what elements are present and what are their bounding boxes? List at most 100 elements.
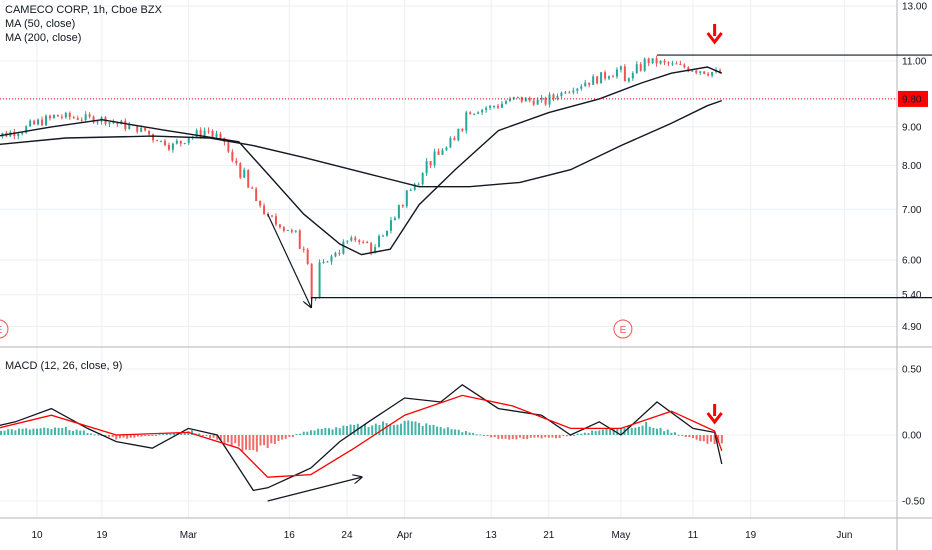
candle-body <box>60 116 63 118</box>
macd-histogram-bar <box>479 434 482 436</box>
macd-histogram-bar <box>468 432 471 435</box>
macd-histogram-bar <box>79 430 82 435</box>
candle-body <box>655 58 658 64</box>
candle-body <box>346 240 349 242</box>
macd-histogram-bar <box>295 433 298 435</box>
candle-body <box>552 94 555 99</box>
macd-histogram-bar <box>190 430 193 435</box>
macd-histogram-bar <box>587 432 590 435</box>
macd-histogram-bar <box>562 435 565 437</box>
macd-histogram-bar <box>641 425 644 435</box>
candle-body <box>421 173 424 185</box>
candle-body <box>453 138 456 141</box>
candle-body <box>699 71 702 73</box>
candle-body <box>405 190 408 207</box>
macd-histogram-bar <box>403 420 406 435</box>
macd-histogram-bar <box>367 427 370 435</box>
macd-histogram-bar <box>68 430 71 435</box>
macd-histogram-bar <box>670 432 673 435</box>
macd-legend: MACD (12, 26, close, 9) <box>5 359 122 373</box>
macd-histogram-bar <box>710 435 713 442</box>
macd-histogram-bar <box>324 427 327 435</box>
symbol-title: CAMECO CORP, 1h, Cboe BZX <box>5 4 162 16</box>
candle-body <box>219 133 222 138</box>
macd-histogram-bar <box>342 425 345 435</box>
macd-histogram-bar <box>230 435 233 447</box>
candle-body <box>385 230 388 236</box>
candle-body <box>382 235 385 237</box>
macd-histogram-bar <box>115 435 118 440</box>
candle-body <box>247 169 250 188</box>
candle-body <box>588 82 591 85</box>
candle-body <box>707 73 710 76</box>
candle-body <box>227 142 230 152</box>
candle-body <box>33 120 36 125</box>
time-axis-label: 21 <box>543 530 555 541</box>
candle-body <box>623 66 626 82</box>
macd-histogram-bar <box>21 428 24 435</box>
candle-body <box>445 147 448 151</box>
candle-body <box>378 235 381 248</box>
candle-body <box>112 122 115 124</box>
candle-body <box>187 138 190 143</box>
candle-body <box>354 237 357 241</box>
macd-histogram-bar <box>591 430 594 435</box>
macd-histogram-bar <box>133 435 136 438</box>
candle-body <box>183 142 186 144</box>
macd-histogram-bar <box>461 432 464 435</box>
candle-body <box>326 261 329 263</box>
candle-body <box>290 230 293 232</box>
ma50-legend: MA (50, close) <box>5 18 76 30</box>
candle-body <box>532 100 535 105</box>
macd-histogram-bar <box>25 428 28 435</box>
time-axis-label: Mar <box>180 530 198 541</box>
macd-histogram-bar <box>410 421 413 435</box>
macd-histogram-bar <box>126 435 129 439</box>
price-axis-label: 7.00 <box>902 205 922 216</box>
macd-histogram-bar <box>547 435 550 438</box>
candle-body <box>556 96 559 99</box>
time-axis-label: 24 <box>341 530 353 541</box>
macd-histogram-bar <box>374 423 377 435</box>
macd-histogram-bar <box>335 427 338 435</box>
macd-histogram-bar <box>165 433 168 435</box>
candle-body <box>310 263 313 299</box>
candle-body <box>370 243 373 253</box>
macd-histogram-bar <box>436 426 439 435</box>
macd-histogram-bar <box>255 435 258 452</box>
macd-histogram-bar <box>522 435 525 440</box>
macd-line <box>0 383 723 492</box>
candle-body <box>687 67 690 72</box>
macd-histogram-bar <box>421 426 424 435</box>
macd-histogram-bar <box>508 435 511 440</box>
candle-body <box>548 94 551 105</box>
macd-histogram-bar <box>619 427 622 435</box>
candle-body <box>449 138 452 148</box>
candle-body <box>425 161 428 174</box>
macd-histogram-bar <box>227 435 230 443</box>
macd-histogram-bar <box>309 430 312 435</box>
candle-body <box>251 187 254 189</box>
candle-body <box>659 60 662 64</box>
candle-body <box>500 103 503 108</box>
macd-histogram-bar <box>353 424 356 435</box>
candle-body <box>259 200 262 206</box>
macd-histogram-bar <box>345 425 348 435</box>
macd-title: MACD (12, 26, close, 9) <box>5 360 123 372</box>
candle-body <box>140 127 143 132</box>
macd-histogram-bar <box>302 431 305 435</box>
macd-histogram-bar <box>93 434 96 436</box>
macd-histogram-bar <box>82 430 85 435</box>
macd-histogram-bar <box>245 435 248 450</box>
candle-body <box>342 241 345 254</box>
macd-histogram-bar <box>187 431 190 435</box>
macd-histogram-bar <box>86 433 89 435</box>
macd-histogram-bar <box>263 435 266 446</box>
macd-histogram-bar <box>598 430 601 435</box>
macd-histogram-bar <box>0 430 2 435</box>
candle-body <box>330 256 333 262</box>
candle-body <box>338 252 341 254</box>
macd-histogram-bar <box>118 435 121 439</box>
candle-body <box>294 230 297 232</box>
